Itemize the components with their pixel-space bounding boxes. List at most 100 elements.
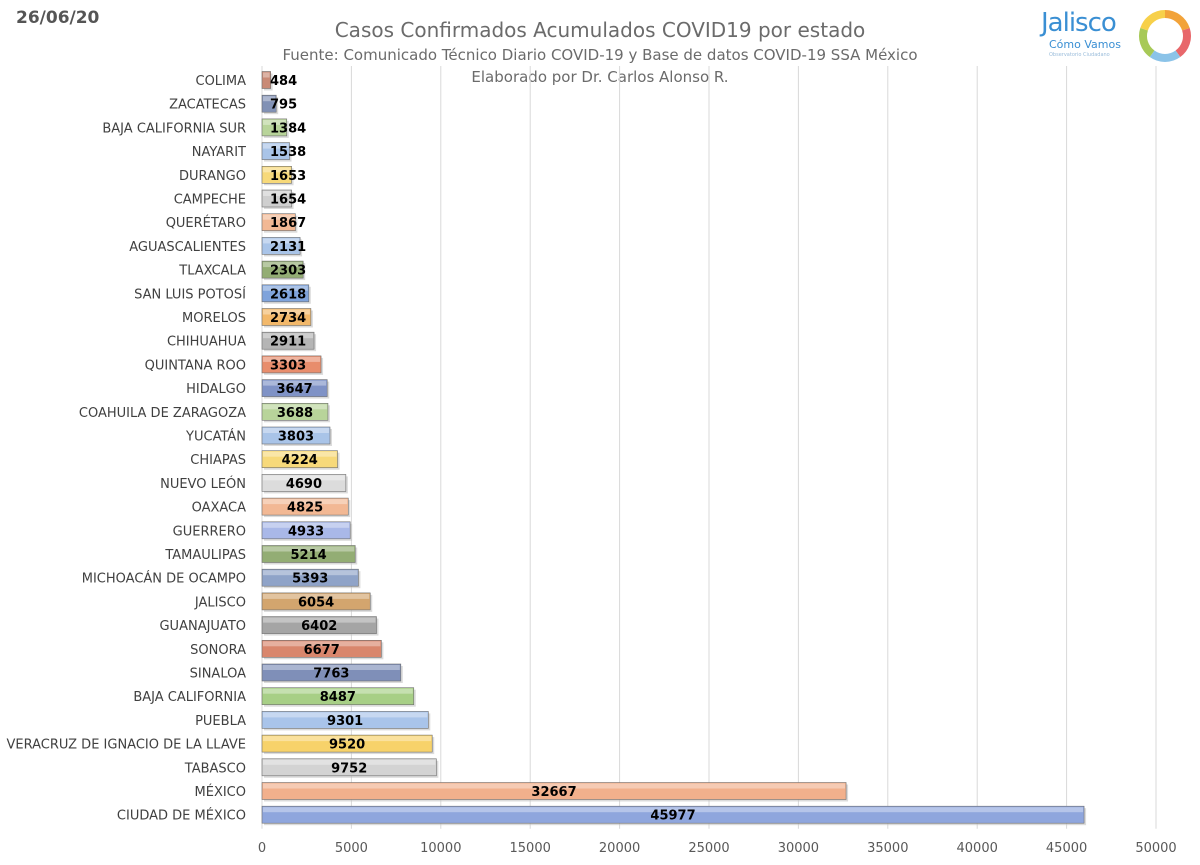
category-label: CAMPECHE (174, 193, 246, 208)
bar-highlight (263, 570, 358, 576)
bar (261, 260, 304, 279)
category-label: HIDALGO (186, 382, 246, 397)
value-label: 2303 (270, 264, 306, 279)
bar (261, 521, 351, 540)
bar-highlight (263, 309, 310, 315)
logo-ring-segment (1175, 27, 1191, 58)
value-label: 2618 (270, 287, 306, 302)
category-label: BAJA CALIFORNIA (133, 690, 246, 705)
bar-highlight (263, 807, 1084, 813)
bar (261, 166, 292, 184)
bar (261, 474, 347, 492)
value-label: 1654 (270, 193, 306, 208)
bars (261, 71, 1087, 826)
category-label: QUINTANA ROO (145, 358, 246, 373)
bar (261, 379, 328, 397)
bar (261, 545, 356, 563)
value-label: 1867 (270, 216, 306, 231)
category-label: TABASCO (184, 761, 246, 776)
bar (261, 616, 377, 634)
bar (261, 450, 338, 469)
category-label: CHIAPAS (190, 453, 246, 468)
value-label: 4825 (287, 501, 323, 516)
category-label: QUERÉTARO (166, 215, 246, 231)
bar-highlight (263, 546, 355, 552)
category-label: COLIMA (196, 74, 247, 89)
bar-highlight (263, 380, 327, 386)
bar (261, 189, 292, 208)
x-tick-label: 5000 (335, 841, 368, 856)
category-label: NUEVO LEÓN (160, 476, 246, 492)
bar-highlight (263, 522, 350, 528)
x-tick-label: 40000 (957, 841, 998, 856)
value-label: 5393 (292, 572, 328, 587)
category-label: BAJA CALIFORNIA SUR (102, 121, 246, 136)
bar (261, 237, 301, 255)
bar-highlight (263, 617, 376, 623)
x-tick-label: 0 (258, 841, 266, 856)
value-label: 1384 (270, 121, 306, 136)
bar-highlight (263, 214, 295, 220)
category-label: TLAXCALA (178, 264, 246, 279)
value-label: 3688 (277, 406, 313, 421)
logo-tagline: Observatorio Ciudadano (1049, 52, 1110, 58)
value-label: 6402 (301, 619, 337, 634)
bar-highlight (263, 499, 348, 505)
bar (261, 711, 429, 729)
value-label: 8487 (320, 690, 356, 705)
bar (261, 402, 329, 421)
category-label: DURANGO (179, 169, 246, 184)
value-label: 6054 (298, 595, 334, 610)
value-label: 3303 (270, 358, 306, 373)
x-tick-label: 10000 (420, 841, 461, 856)
bar (261, 758, 437, 777)
date-label: 26/06/20 (16, 8, 100, 28)
logo-ring-segment (1140, 10, 1166, 31)
value-label: 2734 (270, 311, 306, 326)
value-label: 795 (270, 98, 297, 113)
logo-ring-segment (1149, 50, 1181, 62)
logo-ring-icon (1139, 10, 1191, 62)
value-label: 9301 (327, 714, 363, 729)
bar-highlight (263, 665, 400, 670)
logo-ring-segment (1164, 10, 1190, 31)
bar-highlight (263, 736, 432, 742)
category-label: SINALOA (190, 667, 246, 682)
bar (261, 71, 271, 89)
category-label: AGUASCALIENTES (129, 240, 246, 255)
category-label: SONORA (190, 643, 246, 658)
bar (261, 118, 288, 137)
category-label: MÉXICO (195, 784, 246, 800)
bar-highlight (263, 688, 413, 694)
bar-highlight (263, 783, 846, 789)
value-label: 4224 (282, 453, 318, 468)
x-tick-label: 15000 (510, 841, 551, 856)
bar (261, 782, 847, 800)
value-label: 2911 (270, 335, 306, 350)
category-label: GUANAJUATO (159, 619, 246, 634)
bar-highlight (263, 428, 329, 433)
value-label: 5214 (291, 548, 327, 563)
category-label: COAHUILA DE ZARAGOZA (79, 406, 246, 421)
value-label: 45977 (650, 809, 695, 824)
bar-highlight (263, 167, 291, 173)
bar-highlight (263, 238, 300, 244)
chart-title: Casos Confirmados Acumulados COVID19 por… (334, 18, 866, 42)
value-label: 9752 (331, 761, 367, 776)
bar-highlight (263, 96, 276, 102)
bar (261, 94, 277, 113)
category-label: JALISCO (194, 595, 246, 610)
logo-ring-segment (1139, 27, 1155, 58)
bar-highlight (263, 262, 303, 268)
value-labels: 484 795 1384 1538 1653 1654 1867 2131 2303 2618 27… (270, 74, 696, 824)
bar (261, 308, 312, 326)
chart-source: Fuente: Comunicado Técnico Diario COVID-… (282, 46, 918, 64)
bar-highlight (263, 119, 286, 125)
bar (261, 687, 415, 706)
bar (261, 663, 402, 682)
chart-titles: Casos Confirmados Acumulados COVID19 por… (240, 16, 960, 88)
category-label: CIUDAD DE MÉXICO (117, 808, 246, 824)
bar (261, 331, 315, 350)
value-label: 3803 (278, 430, 314, 445)
x-tick-label: 20000 (599, 841, 640, 856)
